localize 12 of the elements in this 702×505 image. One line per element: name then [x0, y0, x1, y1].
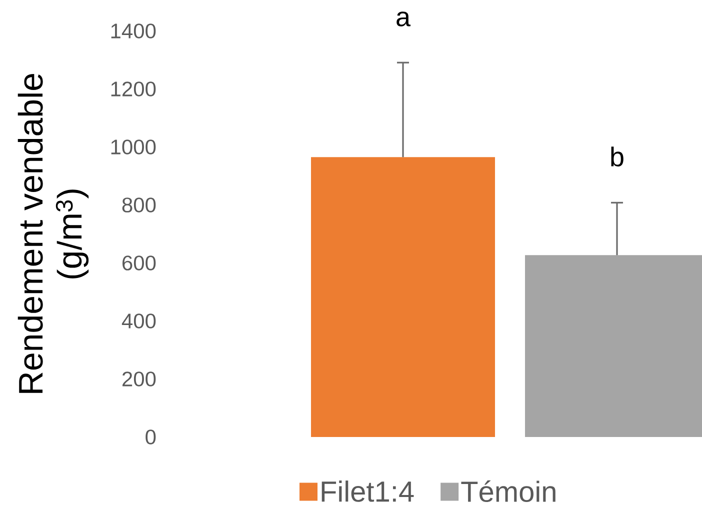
y-tick-label: 200	[122, 372, 156, 386]
legend-label: Témoin	[461, 480, 556, 502]
y-tick-label: 1200	[111, 82, 156, 96]
text: a	[396, 12, 411, 26]
annotation: b	[611, 146, 624, 166]
y-tick-label: 1000	[111, 140, 156, 154]
y-tick-label: 0	[146, 430, 156, 444]
y-tick-label: 1400	[111, 24, 156, 38]
y-tick-label: 600	[122, 256, 156, 270]
y-tick-label: 800	[122, 198, 156, 212]
y-tick-label: 400	[122, 314, 156, 328]
legend-label: Filet1:4	[322, 480, 414, 502]
